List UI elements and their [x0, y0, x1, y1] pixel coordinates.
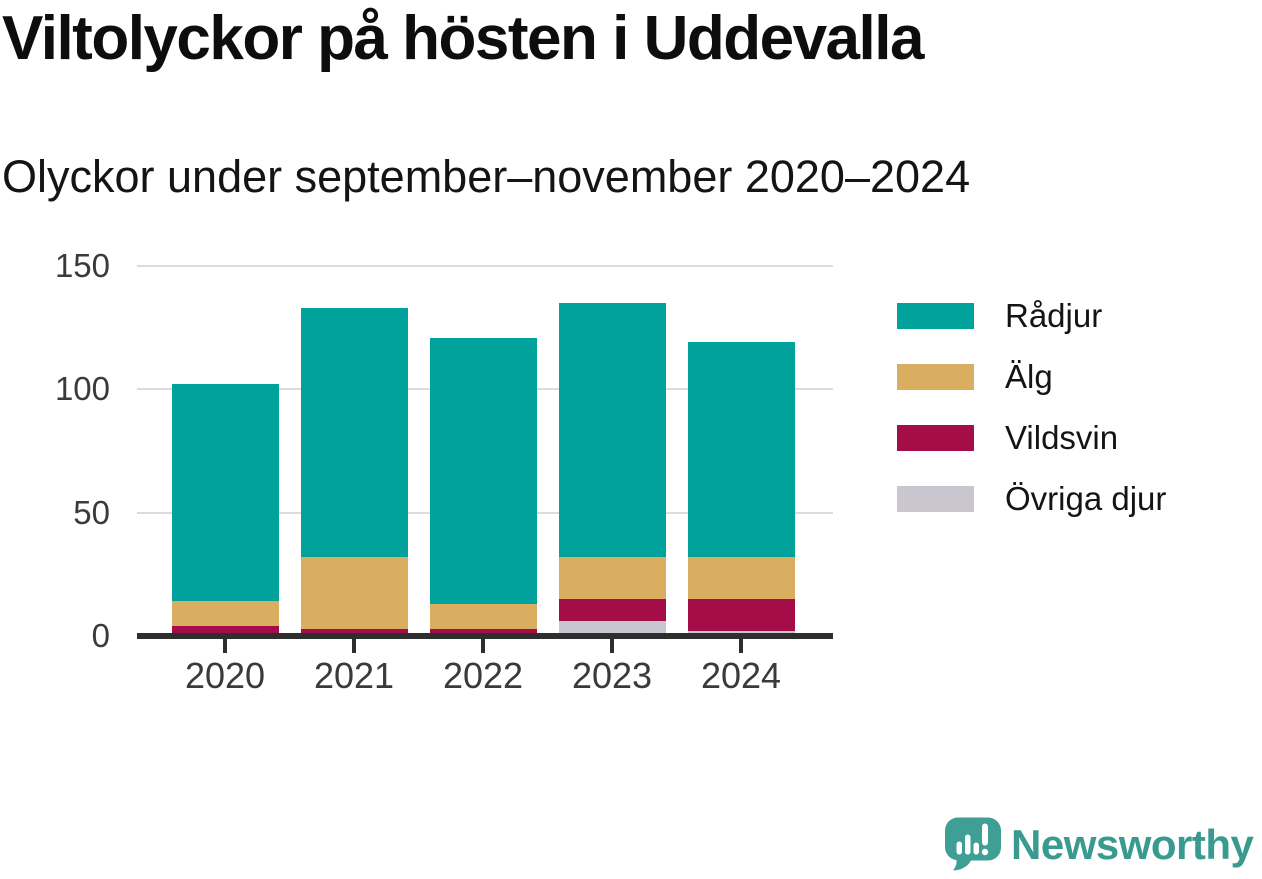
legend-item-radjur: Rådjur	[897, 296, 1166, 336]
bar-segment-alg-2024	[687, 557, 795, 599]
chart-subtitle: Olyckor under september–november 2020–20…	[2, 151, 971, 202]
x-axis-label-2022: 2022	[442, 655, 524, 696]
bar-segment-alg-2020	[171, 601, 279, 627]
gridline-150	[137, 265, 833, 267]
bar-segment-radjur-2020	[171, 384, 279, 602]
bar-segment-radjur-2022	[429, 337, 537, 604]
axis-tick-2021	[352, 639, 356, 653]
axis-tick-2022	[481, 639, 485, 653]
legend-item-ovriga-djur: Övriga djur	[897, 479, 1166, 519]
legend-swatch-alg	[897, 364, 974, 390]
bar-segment-alg-2022	[429, 603, 537, 629]
newsworthy-logo: Newsworthy	[944, 816, 1254, 873]
axis-tick-2024	[739, 639, 743, 653]
bar-segment-vildsvin-2024	[687, 599, 795, 632]
bar-segment-vildsvin-2023	[558, 599, 666, 622]
axis-tick-2020	[223, 639, 227, 653]
bar-segment-radjur-2021	[300, 307, 408, 558]
x-axis-label-2023: 2023	[571, 655, 653, 696]
legend-swatch-vildsvin	[897, 425, 974, 451]
bar-segment-radjur-2024	[687, 342, 795, 558]
bar-segment-vildsvin-2022	[429, 628, 537, 636]
y-axis-label: 100	[54, 370, 110, 408]
x-axis-label-2021: 2021	[313, 655, 395, 696]
page-title: Viltolyckor på hösten i Uddevalla	[2, 4, 924, 73]
legend-item-alg: Älg	[897, 357, 1166, 397]
bar-segment-vildsvin-2020	[171, 626, 279, 636]
bar-segment-vildsvin-2021	[300, 628, 408, 636]
y-axis-label: 150	[54, 247, 110, 284]
newsworthy-wordmark: Newsworthy	[1011, 821, 1254, 868]
bar-segment-ovriga-djur-2023	[558, 621, 666, 636]
legend-label-vildsvin: Vildsvin	[1005, 419, 1119, 456]
bar-segment-alg-2021	[300, 557, 408, 629]
newsworthy-bubble-bar-chart-icon	[945, 817, 1001, 871]
bar-segment-alg-2023	[558, 557, 666, 599]
x-axis-label-2024: 2024	[700, 655, 782, 696]
axis-tick-2023	[610, 639, 614, 653]
x-axis-label-2020: 2020	[184, 655, 266, 696]
legend-label-alg: Älg	[1005, 358, 1053, 395]
legend-label-radjur: Rådjur	[1005, 297, 1103, 334]
legend-swatch-ovriga-djur	[897, 486, 974, 512]
bar-segment-radjur-2023	[558, 303, 666, 558]
chart-legend: Rådjur Älg Vildsvin Övriga djur	[897, 296, 1166, 519]
y-axis-label: 0	[91, 617, 110, 654]
x-axis-line	[137, 633, 833, 639]
legend-label-ovriga-djur: Övriga djur	[1005, 480, 1167, 517]
y-axis-label: 50	[73, 493, 110, 531]
legend-item-vildsvin: Vildsvin	[897, 418, 1166, 458]
legend-swatch-radjur	[897, 303, 974, 329]
